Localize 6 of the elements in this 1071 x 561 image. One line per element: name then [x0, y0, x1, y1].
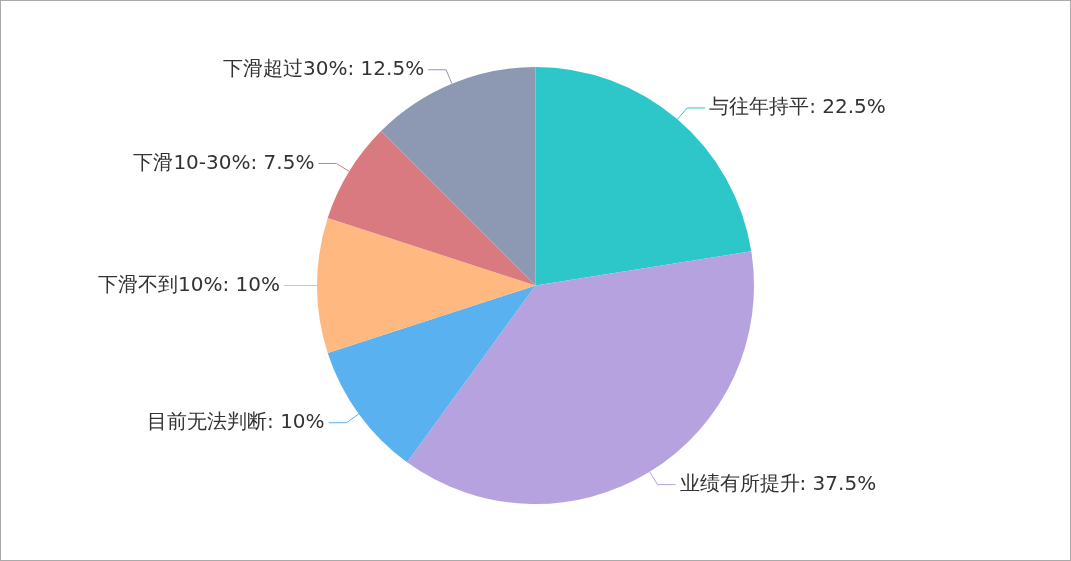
- slice-label: 下滑10-30%: 7.5%: [133, 149, 315, 174]
- slice-label: 与往年持平: 22.5%: [709, 94, 886, 119]
- slice-label: 目前无法判断: 10%: [147, 408, 325, 433]
- slice-label: 下滑超过30%: 12.5%: [223, 55, 425, 80]
- slice-label: 业绩有所提升: 37.5%: [679, 470, 877, 495]
- slice-label: 下滑不到10%: 10%: [97, 271, 280, 296]
